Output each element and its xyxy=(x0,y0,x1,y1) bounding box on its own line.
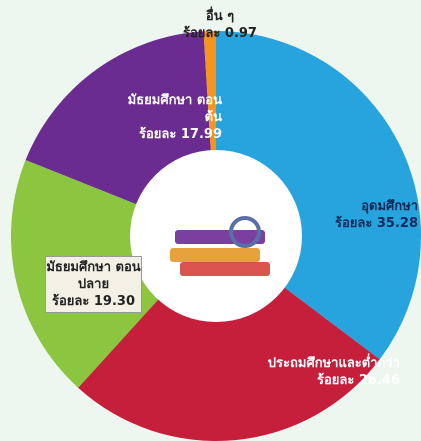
value-label: ร้อยละ 19.30 xyxy=(46,293,141,310)
category-label: มัธยมศึกษา ตอนต้น xyxy=(122,92,222,126)
value-label: ร้อยละ 0.97 xyxy=(170,25,270,42)
book xyxy=(170,248,260,262)
slice-label: มัธยมศึกษา ตอนต้นร้อยละ 17.99 xyxy=(122,92,222,143)
book xyxy=(175,230,265,244)
value-label: ร้อยละ 17.99 xyxy=(122,126,222,143)
category-label: อุดมศึกษา xyxy=(318,198,418,215)
slice-label: ประถมศึกษาและต่ำกว่าร้อยละ 26.46 xyxy=(210,355,400,389)
category-label: ประถมศึกษาและต่ำกว่า xyxy=(210,355,400,372)
value-label: ร้อยละ 26.46 xyxy=(210,372,400,389)
value-label: ร้อยละ 35.28 xyxy=(318,215,418,232)
slice-label: อื่น ๆร้อยละ 0.97 xyxy=(170,8,270,42)
category-label: มัธยมศึกษา ตอนปลาย xyxy=(46,259,141,293)
book xyxy=(180,262,270,276)
slice-label: อุดมศึกษาร้อยละ 35.28 xyxy=(318,198,418,232)
slice-label: มัธยมศึกษา ตอนปลายร้อยละ 19.30 xyxy=(45,256,142,313)
category-label: อื่น ๆ xyxy=(170,8,270,25)
page: อุดมศึกษาร้อยละ 35.28 ประถมศึกษาและต่ำกว่… xyxy=(0,0,421,441)
